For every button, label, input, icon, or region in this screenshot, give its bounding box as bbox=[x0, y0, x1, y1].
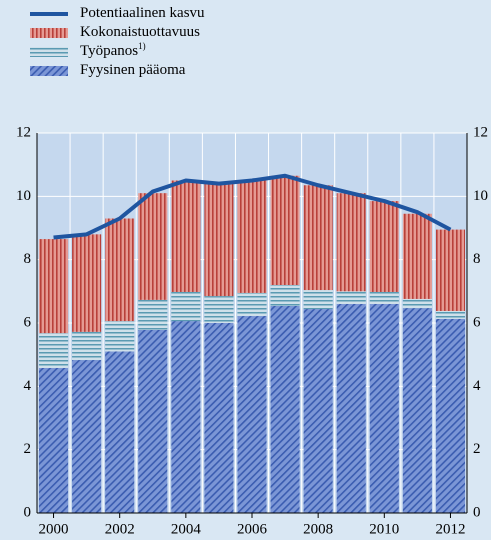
legend-text: Työpanos bbox=[80, 43, 138, 59]
bar-segment bbox=[402, 308, 432, 513]
legend-label: Potentiaalinen kasvu bbox=[80, 5, 205, 21]
x-tick-label: 2010 bbox=[369, 521, 399, 537]
bar-segment bbox=[72, 331, 102, 361]
y2-tick-label: 4 bbox=[473, 378, 481, 394]
bar-segment bbox=[204, 323, 234, 513]
bar-segment bbox=[336, 291, 366, 304]
bar-segment bbox=[204, 296, 234, 323]
bar-segment bbox=[38, 239, 69, 334]
bar-segment bbox=[138, 329, 168, 513]
bar-segment bbox=[171, 291, 201, 322]
bar-segment bbox=[237, 316, 267, 513]
y2-tick-label: 10 bbox=[473, 188, 488, 204]
y2-tick-label: 6 bbox=[473, 314, 481, 330]
bar-segment bbox=[369, 304, 399, 513]
x-tick-label: 2008 bbox=[303, 521, 333, 537]
y2-tick-label: 2 bbox=[473, 441, 481, 457]
x-tick-label: 2012 bbox=[435, 521, 465, 537]
bar-segment bbox=[270, 305, 300, 513]
y-tick-label: 0 bbox=[24, 504, 32, 520]
y-tick-label: 2 bbox=[24, 441, 32, 457]
bar-segment bbox=[105, 218, 135, 322]
bar-segment bbox=[303, 309, 333, 513]
bar-segment bbox=[72, 360, 102, 513]
x-tick-label: 2002 bbox=[105, 521, 135, 537]
bar-segment bbox=[72, 234, 102, 332]
bar-segment bbox=[270, 285, 300, 306]
bar-segment bbox=[38, 333, 69, 368]
x-tick-label: 2000 bbox=[39, 521, 69, 537]
y-tick-label: 6 bbox=[24, 314, 32, 330]
legend-swatch bbox=[30, 28, 68, 38]
bar-segment bbox=[105, 351, 135, 513]
y-tick-label: 12 bbox=[16, 124, 31, 140]
y2-tick-label: 8 bbox=[473, 251, 481, 267]
bar-segment bbox=[204, 183, 234, 297]
legend-label: Fyysinen pääoma bbox=[80, 62, 186, 78]
line bbox=[53, 173, 452, 240]
bar-segment bbox=[369, 291, 399, 304]
bar-segment bbox=[138, 299, 168, 330]
bar-segment bbox=[237, 180, 267, 293]
x-tick-label: 2006 bbox=[237, 521, 268, 537]
bar-segment bbox=[237, 292, 267, 317]
bar-segment bbox=[270, 175, 300, 285]
bar-segment bbox=[138, 193, 168, 300]
legend-swatch bbox=[30, 66, 68, 76]
bar-segment bbox=[402, 298, 432, 309]
bar-segment bbox=[303, 290, 333, 310]
bar-segment bbox=[171, 180, 201, 292]
legend-footnote: 1) bbox=[138, 41, 146, 51]
legend-label: Työpanos1) bbox=[80, 41, 146, 59]
y-tick-label: 8 bbox=[24, 251, 32, 267]
y-tick-label: 4 bbox=[24, 378, 32, 394]
legend-text: Potentiaalinen kasvu bbox=[80, 5, 205, 21]
bar-segment bbox=[38, 367, 69, 513]
y2-tick-label: 0 bbox=[473, 504, 481, 520]
bar-segment bbox=[435, 318, 466, 513]
legend-label: Kokonaistuottavuus bbox=[80, 24, 200, 40]
bar-segment bbox=[435, 229, 466, 311]
bar-segment bbox=[402, 213, 432, 299]
bar-segment bbox=[303, 185, 333, 291]
bar-segment bbox=[435, 310, 466, 319]
legend-text: Fyysinen pääoma bbox=[80, 62, 186, 78]
y-tick-label: 10 bbox=[16, 188, 31, 204]
y2-tick-label: 12 bbox=[473, 124, 488, 140]
x-tick-label: 2004 bbox=[171, 521, 202, 537]
legend-text: Kokonaistuottavuus bbox=[80, 24, 200, 40]
bar-segment bbox=[336, 304, 366, 513]
bar-segment bbox=[369, 201, 399, 292]
bar-segment bbox=[171, 321, 201, 513]
bar-segment bbox=[336, 193, 366, 292]
legend-swatch bbox=[30, 47, 68, 57]
bar-segment bbox=[105, 321, 135, 352]
